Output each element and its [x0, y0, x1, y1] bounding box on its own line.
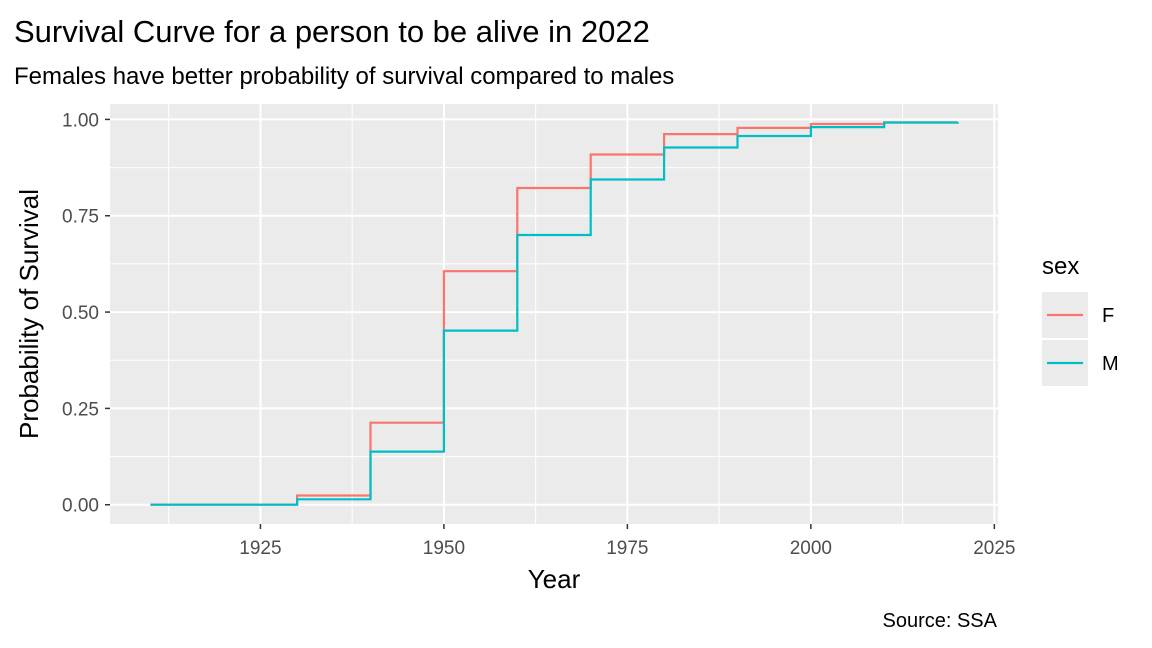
series-layer — [150, 121, 959, 506]
y-axis-label: Probability of Survival — [14, 189, 44, 439]
x-axis-label: Year — [528, 564, 581, 594]
x-tick-label: 1950 — [423, 538, 465, 559]
y-tick-label: 0.50 — [62, 303, 99, 324]
major-gridlines — [110, 104, 998, 524]
x-tick-label: 2025 — [973, 538, 1015, 559]
y-tick-label: 0.75 — [62, 207, 99, 228]
y-axis: 0.00 0.25 0.50 0.75 1.00 — [62, 110, 110, 517]
legend-label-F: F — [1102, 305, 1114, 327]
series-line-F — [150, 121, 959, 506]
y-tick-label: 0.25 — [62, 399, 99, 420]
chart-caption: Source: SSA — [882, 610, 997, 632]
series-line-M — [150, 121, 959, 506]
x-tick-label: 1925 — [239, 538, 281, 559]
legend: FM — [1042, 292, 1119, 386]
x-tick-label: 1975 — [606, 538, 648, 559]
legend-label-M: M — [1102, 353, 1119, 375]
plot-panel — [110, 104, 998, 524]
legend-title: sex — [1042, 253, 1079, 280]
y-tick-label: 1.00 — [62, 110, 99, 131]
x-axis: 1925 1950 1975 2000 2025 — [239, 524, 1015, 559]
y-tick-label: 0.00 — [62, 496, 99, 517]
x-tick-label: 2000 — [790, 538, 832, 559]
minor-gridlines — [110, 104, 998, 524]
chart-title: Survival Curve for a person to be alive … — [14, 14, 650, 49]
chart-subtitle: Females have better probability of survi… — [14, 63, 674, 90]
